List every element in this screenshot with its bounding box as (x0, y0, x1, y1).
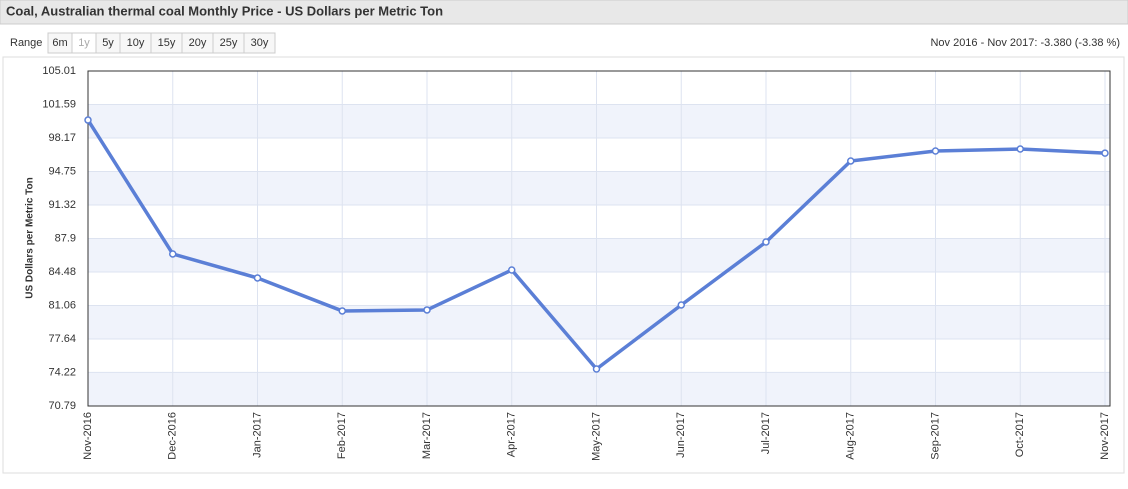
range-button-label[interactable]: 1y (78, 37, 90, 49)
y-tick-label: 105.01 (42, 65, 76, 77)
range-button-label[interactable]: 10y (127, 37, 145, 49)
y-tick-label: 84.48 (48, 266, 76, 278)
point (592, 365, 601, 373)
x-tick-label: Dec-2016 (167, 412, 179, 460)
point (1016, 145, 1024, 153)
y-tick-label: 94.75 (48, 165, 76, 177)
range-button-label[interactable]: 6m (52, 37, 67, 49)
y-tick-label: 70.79 (48, 400, 76, 412)
point (931, 147, 940, 155)
range-label: Range (10, 37, 42, 49)
chart-frame (2, 56, 1125, 474)
x-tick-label: Aug-2017 (845, 412, 857, 460)
range-button-label[interactable]: 30y (251, 37, 269, 49)
plot-frame (87, 70, 1111, 407)
plot-band (88, 305, 1110, 339)
x-tick-label: Nov-2016 (82, 412, 94, 460)
point (338, 307, 346, 315)
y-tick-label: 81.06 (48, 299, 76, 311)
x-tick-label: Nov-2017 (1099, 412, 1111, 460)
range-button-label[interactable]: 20y (189, 37, 207, 49)
y-tick-label: 101.59 (42, 98, 76, 110)
x-tick-label: Sep-2017 (929, 412, 941, 460)
x-tick-label: Jan-2017 (251, 412, 263, 458)
x-tick-label: May-2017 (590, 412, 602, 461)
point (169, 250, 177, 258)
range-button-label[interactable]: 25y (220, 37, 238, 49)
point (253, 274, 262, 282)
point (762, 238, 770, 246)
range-button[interactable] (243, 32, 276, 54)
point (847, 157, 855, 165)
plot-band (88, 238, 1110, 272)
x-tick-label: Jun-2017 (675, 412, 687, 458)
point (423, 306, 431, 314)
header-bar (0, 0, 1128, 25)
plot-band (88, 372, 1110, 406)
plot-band (88, 104, 1110, 138)
x-tick-label: Feb-2017 (336, 412, 348, 459)
point (84, 116, 92, 124)
point (508, 266, 516, 274)
range-button-label[interactable]: 5y (102, 37, 114, 49)
plot-band (88, 171, 1110, 206)
x-tick-label: Apr-2017 (506, 412, 518, 457)
y-tick-label: 74.22 (48, 366, 76, 378)
point (1101, 149, 1109, 157)
y-axis-label: US Dollars per Metric Ton (25, 177, 36, 299)
chart-title: Coal, Australian thermal coal Monthly Pr… (6, 3, 443, 18)
y-tick-label: 98.17 (48, 132, 76, 144)
x-tick-label: Oct-2017 (1014, 412, 1026, 457)
change-summary: Nov 2016 - Nov 2017: -3.380 (-3.38 %) (930, 37, 1120, 49)
y-tick-label: 91.32 (48, 199, 76, 211)
y-tick-label: 77.64 (48, 333, 76, 345)
x-tick-label: Jul-2017 (760, 412, 772, 454)
point (677, 301, 685, 309)
x-tick-label: Mar-2017 (421, 412, 433, 459)
y-tick-label: 87.9 (55, 232, 76, 244)
range-button-label[interactable]: 15y (158, 37, 176, 49)
